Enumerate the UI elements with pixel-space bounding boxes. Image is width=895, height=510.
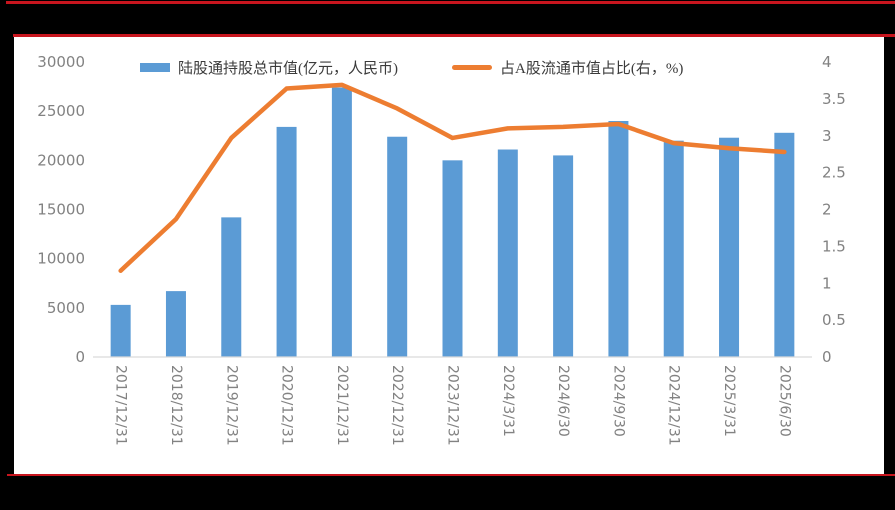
left-axis-tick: 20000	[37, 151, 85, 169]
x-axis-label: 2022/12/31	[389, 365, 405, 446]
bar-2024/12/31	[663, 140, 684, 357]
bar-2020/12/31	[276, 126, 297, 358]
x-axis-label: 2021/12/31	[334, 365, 350, 446]
bar-2022/12/31	[387, 136, 408, 357]
right-axis-tick: 2.5	[822, 164, 846, 182]
x-axis-label: 2018/12/31	[168, 365, 184, 446]
bar-2024/9/30	[608, 121, 629, 357]
x-axis-label: 2025/3/31	[721, 365, 737, 437]
header-red-rule	[13, 34, 895, 37]
x-axis-label: 2024/12/31	[666, 365, 682, 446]
right-axis-tick: 4	[822, 53, 832, 71]
right-axis-tick: 0	[822, 348, 832, 366]
x-axis-label: 2025/6/30	[776, 365, 792, 437]
bar-2019/12/31	[221, 217, 242, 357]
right-axis-tick: 2	[822, 201, 832, 219]
x-axis-label: 2019/12/31	[223, 365, 239, 446]
bar-2023/12/31	[442, 160, 463, 357]
right-axis-tick: 1.5	[822, 237, 846, 255]
legend-item-line-series: 占A股流通市值占比(右，%)	[452, 57, 683, 78]
left-axis-tick: 5000	[47, 299, 85, 317]
bar-2018/12/31	[165, 291, 186, 357]
left-axis-tick: 0	[75, 348, 85, 366]
x-axis-label: 2017/12/31	[113, 365, 129, 446]
combo-chart: 0 5000 10000 15000 20000 25000 30000 0 0.5 1 1.5 2 2…	[37, 53, 846, 446]
right-axis-tick: 0.5	[822, 311, 846, 329]
bar-2024/3/31	[497, 149, 518, 357]
ratio-line	[118, 82, 787, 273]
chart-panel: 0 5000 10000 15000 20000 25000 30000 0 0.5 1 1.5 2 2…	[14, 37, 884, 474]
x-axis-label: 2024/9/30	[610, 365, 626, 437]
bar-2017/12/31	[110, 304, 131, 357]
left-axis-tick: 25000	[37, 102, 85, 120]
bar-2021/12/31	[331, 87, 352, 358]
right-axis-tick: 3	[822, 127, 832, 145]
bar-series-swatch-icon	[140, 63, 170, 72]
bar-2025/3/31	[719, 137, 740, 357]
x-axis-label: 2023/12/31	[445, 365, 461, 446]
top-red-rule	[6, 1, 895, 4]
line-series-swatch-icon	[452, 65, 492, 70]
left-axis-tick: 30000	[37, 53, 85, 71]
bar-2025/6/30	[774, 132, 795, 357]
bar-series-label: 陆股通持股总市值(亿元，人民币)	[178, 61, 398, 77]
right-axis-tick: 1	[822, 274, 832, 292]
bar-2024/6/30	[553, 155, 574, 357]
line-series-label: 占A股流通市值占比(右，%)	[500, 61, 684, 77]
bottom-red-rule	[7, 474, 895, 476]
legend-item-bar-series: 陆股通持股总市值(亿元，人民币)	[140, 57, 398, 78]
x-axis-label: 2020/12/31	[279, 365, 295, 446]
x-axis-label: 2024/6/30	[555, 365, 571, 437]
left-axis-tick: 10000	[37, 250, 85, 268]
x-axis-label: 2024/3/31	[500, 365, 516, 437]
chart-legend: 陆股通持股总市值(亿元，人民币) 占A股流通市值占比(右，%)	[140, 57, 683, 78]
left-axis-tick: 15000	[37, 201, 85, 219]
right-axis-tick: 3.5	[822, 90, 846, 108]
